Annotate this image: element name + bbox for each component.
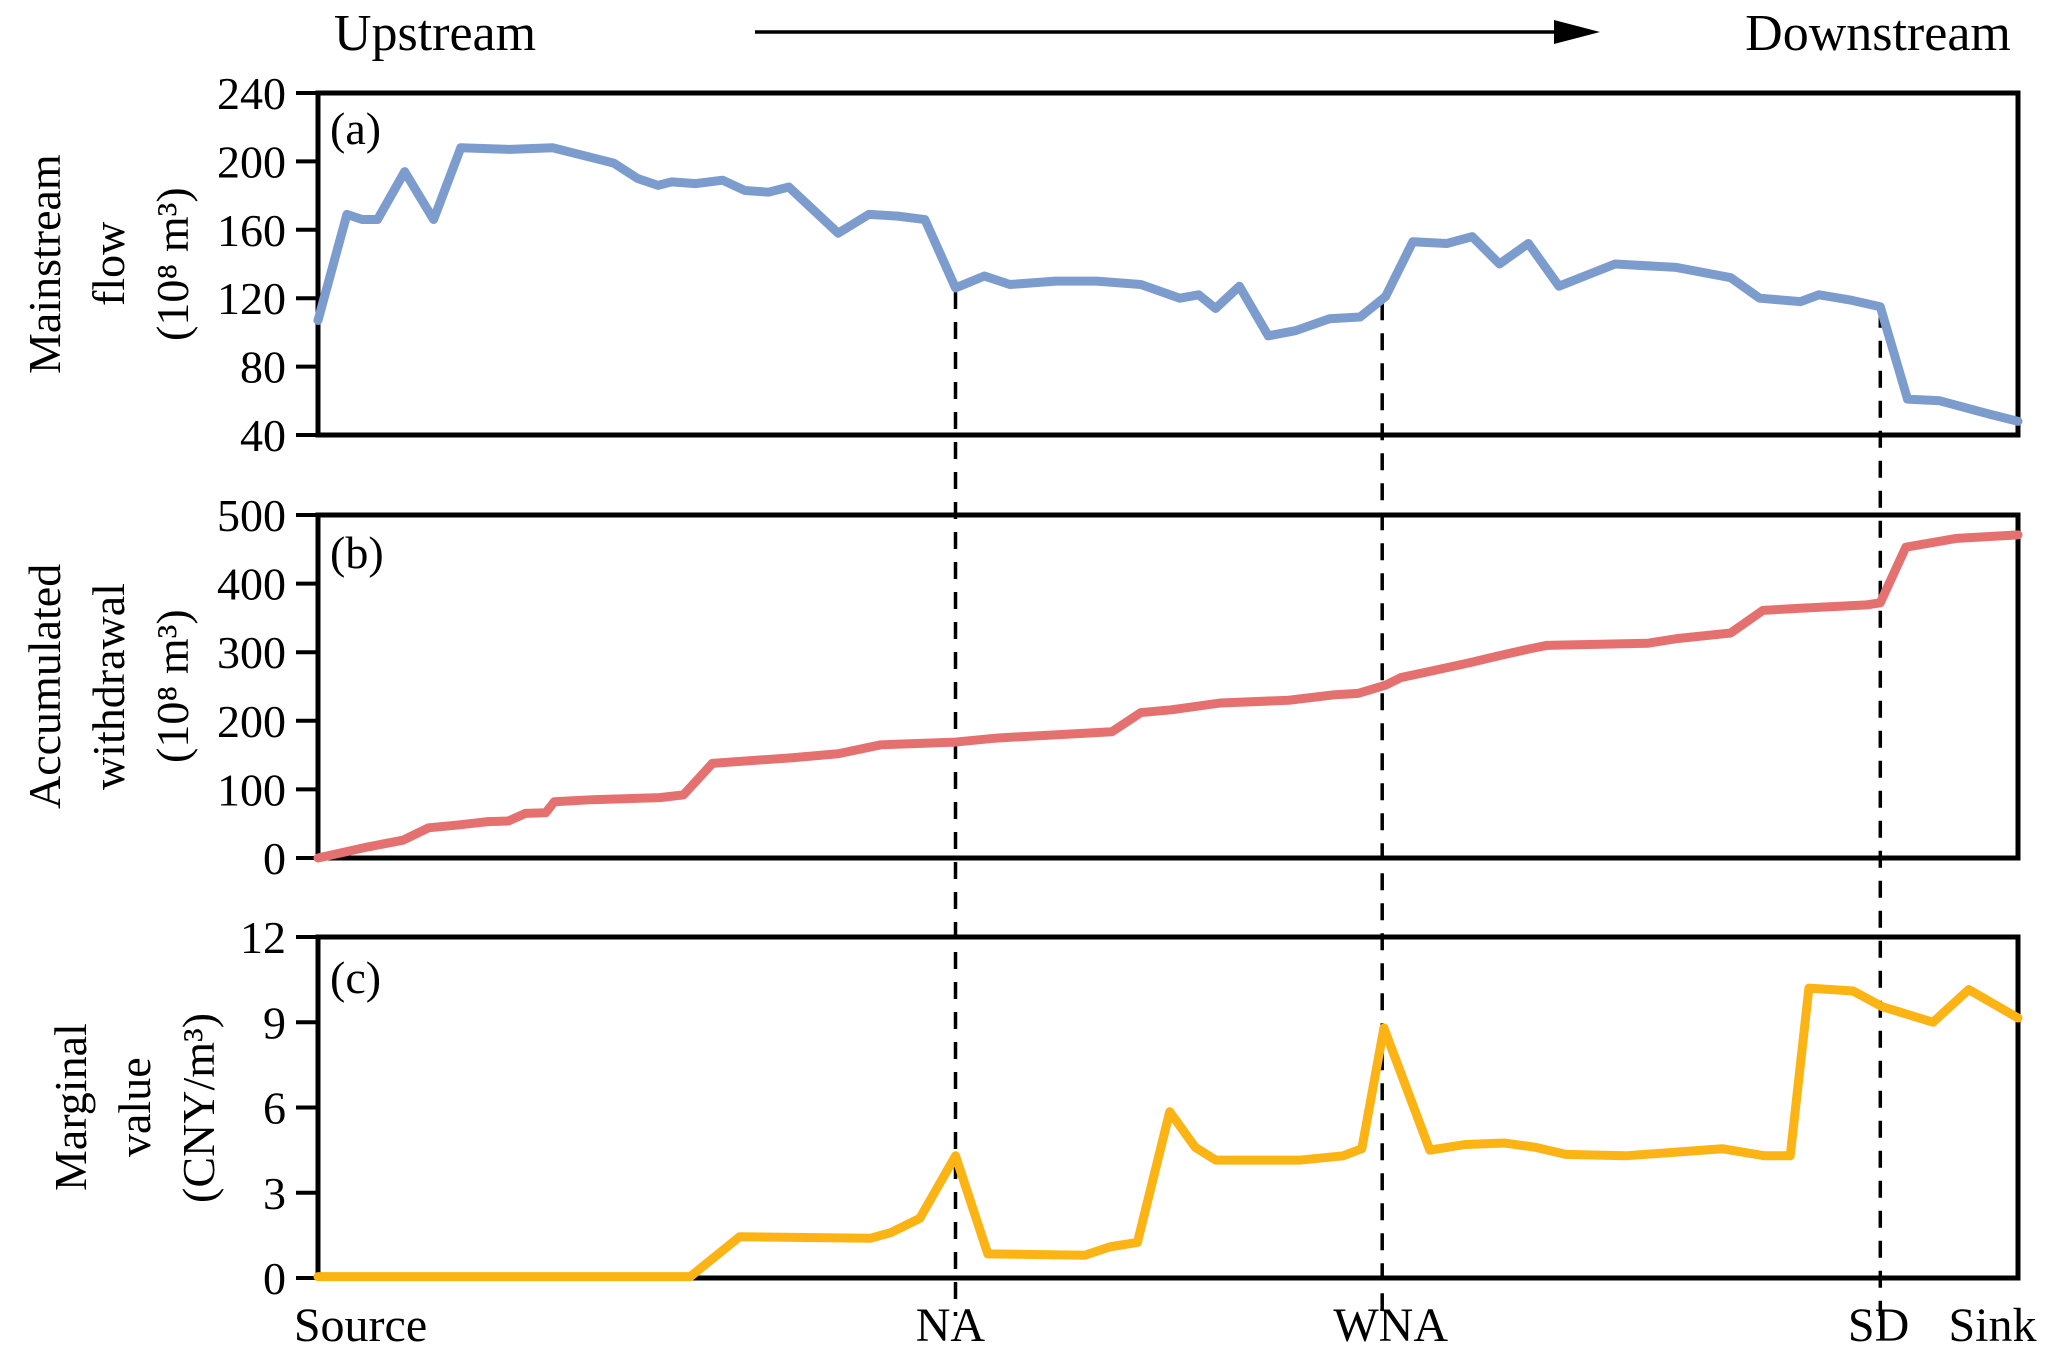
- panel-c-y-tick-label: 0: [263, 1253, 286, 1304]
- panel-c-letter: (c): [330, 952, 382, 1003]
- x-label-NA: NA: [916, 1299, 986, 1352]
- panel-a-ylabel-units: (10⁸ m³): [147, 187, 198, 341]
- panel-c-ylabel-line2: value: [109, 1057, 160, 1158]
- panel-b-y-tick-label: 0: [263, 833, 286, 884]
- panel-a-y-tick-label: 120: [217, 273, 286, 324]
- panel-a-y-tick-label: 160: [217, 205, 286, 256]
- downstream-label: Downstream: [1745, 5, 2011, 62]
- panel-b-ylabel-line2: withdrawal: [83, 583, 134, 790]
- panel-a-ylabel-line2: flow: [83, 221, 134, 307]
- panel-c-y-tick-label: 12: [240, 912, 286, 963]
- mainstream-flow-line: [313, 143, 2023, 426]
- panel-c-ylabel-line1: Marginal: [45, 1023, 96, 1192]
- panel-a-y-tick-label: 80: [240, 342, 286, 393]
- panel-b-y-tick-label: 500: [217, 490, 286, 541]
- marginal-value-line: [313, 983, 2023, 1282]
- panel-a-y-tick-label: 200: [217, 136, 286, 187]
- right-arrow-icon: [1554, 20, 1600, 44]
- panel-b-ylabel-units: (10⁸ m³): [147, 609, 198, 764]
- x-label-WNA: WNA: [1333, 1299, 1448, 1352]
- panel-b-letter: (b): [330, 527, 384, 578]
- panel-b-y-tick-label: 200: [217, 696, 286, 747]
- panel-b-ylabel-line1: Accumulated: [19, 563, 70, 810]
- panel-b-y-tick-label: 100: [217, 764, 286, 815]
- panel-c-y-tick-label: 9: [263, 997, 286, 1048]
- upstream-label: Upstream: [333, 5, 537, 62]
- panel-b-y-tick-label: 300: [217, 627, 286, 678]
- panel-c-ylabel-units: (CNY/m³): [173, 1012, 224, 1203]
- panel-a-letter: (a): [330, 103, 382, 154]
- panel-a-y-tick-label: 40: [240, 410, 286, 461]
- x-label-Source: Source: [294, 1299, 427, 1352]
- panel-a-y-tick-label: 240: [217, 68, 286, 119]
- accumulated-withdrawal-line: [313, 530, 2023, 863]
- panel-c-y-tick-label: 6: [263, 1083, 286, 1134]
- panel-c-border: [315, 934, 2021, 1281]
- panel-b-border: [315, 512, 2021, 861]
- panel-c-y-tick-label: 3: [263, 1168, 286, 1219]
- panel-a-ylabel-line1: Mainstream: [19, 154, 70, 374]
- x-label-SD: SD: [1848, 1299, 1909, 1352]
- x-label-Sink: Sink: [1948, 1299, 2036, 1352]
- panel-b-y-tick-label: 400: [217, 559, 286, 610]
- panel-a-border: [315, 90, 2021, 438]
